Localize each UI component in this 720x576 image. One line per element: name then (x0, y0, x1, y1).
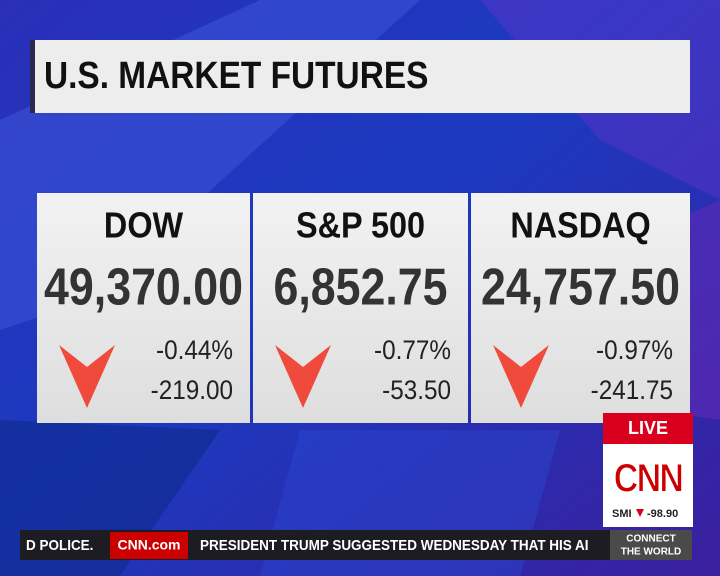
market-panel (471, 193, 690, 423)
ticker-brand: CNN.com (117, 537, 180, 553)
market-panels: DOW 49,370.00 -0.44% -219.00 S&P 500 6,852.75… (37, 193, 690, 423)
market-name: S&P 500 (296, 206, 425, 246)
cnn-logo: CNN (614, 455, 683, 500)
market-name: NASDAQ (510, 206, 650, 246)
down-arrow (493, 345, 549, 408)
title-bar (30, 40, 690, 113)
change-percent: -0.97% (596, 336, 673, 365)
market-panel (253, 193, 468, 423)
title: U.S. MARKET FUTURES (44, 54, 428, 96)
market-value: 6,852.75 (273, 259, 447, 317)
index-value: -98.90 (647, 508, 678, 520)
live-label: LIVE (628, 418, 668, 438)
logo-box (603, 444, 693, 527)
market-panel (37, 193, 250, 423)
change-points: -53.50 (382, 376, 451, 405)
brand-box (110, 532, 188, 559)
connect-line: THE WORLD (621, 547, 682, 558)
ticker-previous: D POLICE. (26, 537, 93, 554)
market-value: 24,757.50 (481, 259, 680, 317)
down-arrow (275, 345, 331, 408)
change-points: -219.00 (151, 376, 233, 405)
live-box (603, 413, 693, 444)
connect-line: CONNECT (626, 534, 675, 545)
down-arrow (59, 345, 115, 408)
down-icon (636, 509, 644, 517)
ticker-headline: PRESIDENT TRUMP SUGGESTED WEDNESDAY THAT… (200, 537, 589, 554)
change-points: -241.75 (591, 376, 673, 405)
market-name: DOW (104, 206, 184, 246)
connect-box (610, 530, 692, 560)
change-percent: -0.44% (156, 336, 233, 365)
index-name: SMI (612, 508, 632, 520)
title-accent (30, 40, 35, 113)
change-percent: -0.77% (374, 336, 451, 365)
market-value: 49,370.00 (44, 259, 243, 317)
